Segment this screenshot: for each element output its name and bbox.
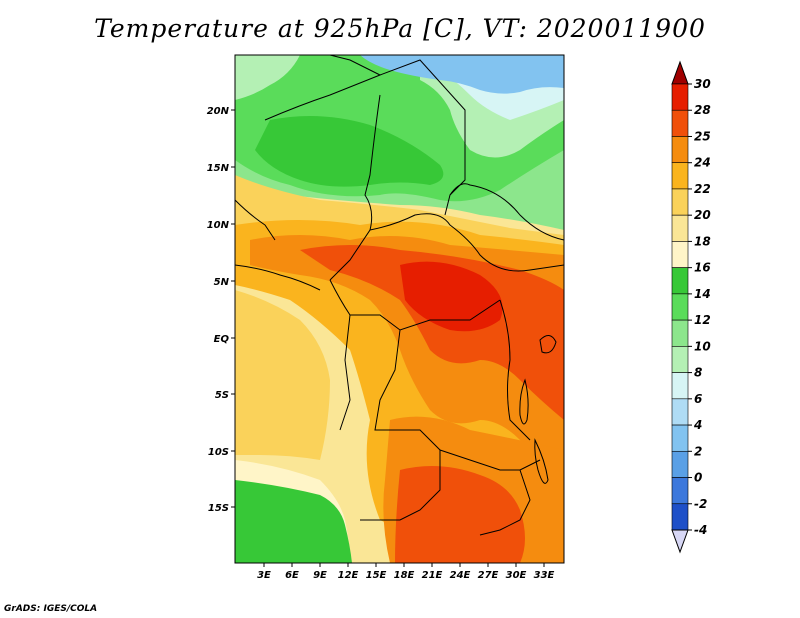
colorbar-label: 28 xyxy=(694,103,711,117)
lon-label: 9E xyxy=(313,570,327,581)
lon-label: 6E xyxy=(285,570,299,581)
field-band-north-blue xyxy=(360,55,564,94)
lakes xyxy=(519,335,557,484)
lon-labels: 3E 6E 9E 12E 15E 18E 21E 24E 27E 30E 33E xyxy=(257,570,554,581)
lat-label: 20N xyxy=(207,106,230,117)
colorbar-label: 2 xyxy=(694,444,702,458)
lon-label: 24E xyxy=(450,570,471,581)
colorbar-cell xyxy=(671,477,689,505)
colorbar-label: 18 xyxy=(694,234,711,248)
country-borders xyxy=(235,55,564,536)
colorbar-cell xyxy=(671,424,689,452)
credit-text: GrADS: IGES/COLA xyxy=(4,604,98,614)
lon-ticks xyxy=(263,563,545,567)
colorbar-cell xyxy=(671,267,689,295)
lat-label: 15N xyxy=(207,163,230,174)
lat-label: 10N xyxy=(207,220,230,231)
lat-label: EQ xyxy=(214,334,230,345)
colorbar-bottom-triangle xyxy=(671,529,689,554)
colorbar-cell xyxy=(671,241,689,268)
field-band-north-pale-west xyxy=(235,55,300,100)
lon-label: 3E xyxy=(257,570,271,581)
colorbar-label: 4 xyxy=(693,418,702,432)
colorbar-label: 6 xyxy=(694,392,702,406)
colorbar-ticks xyxy=(688,83,692,531)
colorbar-cell xyxy=(671,372,689,400)
lat-label: 15S xyxy=(208,503,229,514)
lon-label: 21E xyxy=(422,570,443,581)
colorbar-cell xyxy=(671,136,689,164)
lat-label: 10S xyxy=(208,447,229,458)
colorbar-label: 14 xyxy=(694,287,711,301)
colorbar-cell xyxy=(671,83,689,111)
lon-label: 15E xyxy=(366,570,387,581)
field-band-southwest-green xyxy=(235,480,352,563)
lat-label: 5N xyxy=(214,277,230,288)
lon-label: 18E xyxy=(394,570,415,581)
colorbar-label: 24 xyxy=(694,156,711,170)
colorbar-cell xyxy=(671,188,689,216)
colorbar-cell xyxy=(671,398,689,426)
colorbar-label: 30 xyxy=(694,77,711,91)
colorbar-label: 20 xyxy=(694,208,711,222)
colorbar-cell xyxy=(671,346,689,373)
colorbar-cell xyxy=(671,109,689,137)
field-band-hotter xyxy=(300,245,564,420)
map-title: Temperature at 925hPa [C], VT: 202001190… xyxy=(94,14,706,43)
field-band-hottest xyxy=(400,261,503,332)
colorbar-cell xyxy=(671,319,689,347)
colorbar-label: 8 xyxy=(694,366,702,380)
colorbar-label: 16 xyxy=(694,261,711,275)
colorbar-label: 10 xyxy=(694,339,711,353)
field-band-south-hotter xyxy=(395,466,525,563)
colorbar-label: -2 xyxy=(694,497,707,511)
lat-ticks xyxy=(231,109,235,508)
colorbar-cell xyxy=(671,503,689,531)
lon-label: 33E xyxy=(534,570,555,581)
field-band-west-coast xyxy=(235,290,330,460)
colorbar-cell xyxy=(671,293,689,321)
colorbar-label: 25 xyxy=(694,129,711,143)
map-frame xyxy=(234,54,565,564)
colorbar-label: 22 xyxy=(694,182,711,196)
lon-label: 12E xyxy=(338,570,359,581)
lat-labels: 20N 15N 10N 5N EQ 5S 10S 15S xyxy=(207,106,230,514)
colorbar-cell xyxy=(671,162,689,190)
lon-label: 27E xyxy=(478,570,499,581)
colorbar-cell xyxy=(671,450,689,478)
lat-label: 5S xyxy=(215,390,229,401)
field-band-north-deepgreen xyxy=(255,116,444,187)
colorbar-label: 12 xyxy=(694,313,711,327)
colorbar-top-triangle xyxy=(671,60,689,85)
colorbar-cell xyxy=(671,214,689,242)
colorbar-label: 0 xyxy=(694,471,702,485)
lon-label: 30E xyxy=(506,570,527,581)
colorbar-label: -4 xyxy=(694,523,707,537)
temperature-field xyxy=(235,55,564,563)
colorbar-cells xyxy=(671,83,689,531)
